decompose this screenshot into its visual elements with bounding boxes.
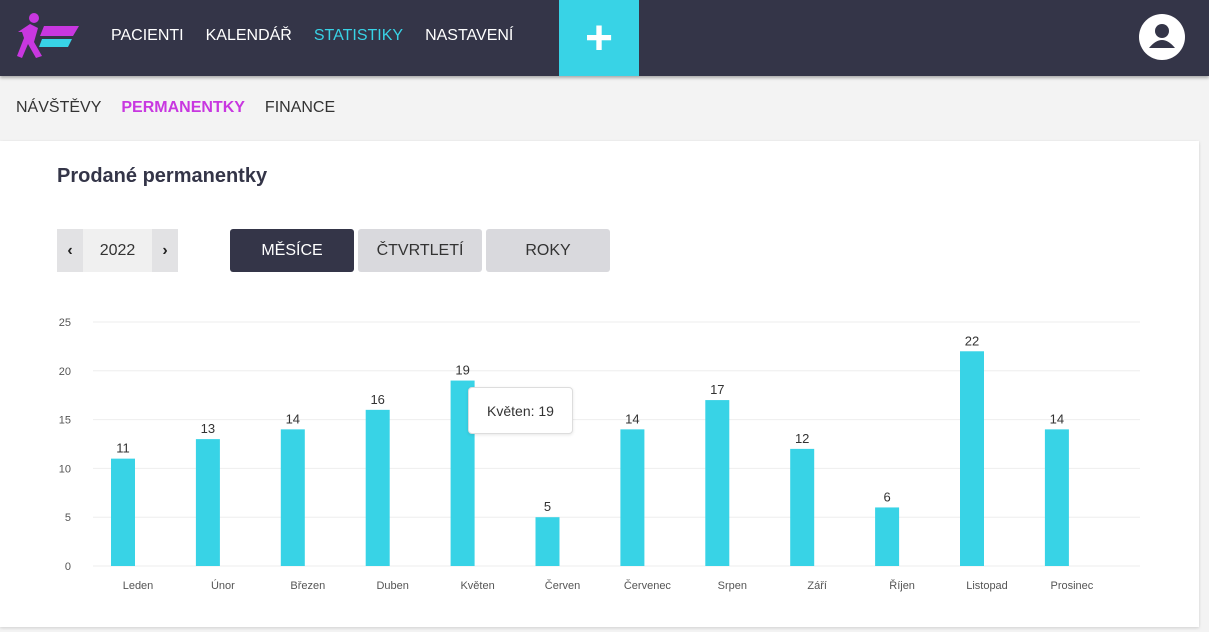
subnav-finance[interactable]: FINANCE [264,99,336,116]
bar [195,439,220,566]
data-label: 5 [544,499,551,514]
x-tick-label: Květen [460,580,494,592]
user-avatar[interactable] [1139,14,1185,60]
y-tick-label: 5 [65,512,71,524]
main-nav: PACIENTI KALENDÁŘ STATISTIKY NASTAVENÍ [111,27,513,45]
data-label: 17 [710,382,724,397]
y-tick-label: 0 [65,561,71,573]
x-tick-label: Červenec [624,579,672,592]
add-button[interactable]: + [559,0,639,76]
page-title: Prodané permanentky [57,165,268,187]
bar [535,517,560,566]
y-tick-label: 20 [59,366,71,378]
data-label: 12 [795,431,809,446]
x-tick-label: Listopad [966,580,1008,592]
nav-nastaveni[interactable]: NASTAVENÍ [425,27,514,44]
bar [790,448,815,566]
bar [705,400,730,566]
y-tick-label: 10 [59,463,71,475]
subnav-permanentky[interactable]: PERMANENTKY [121,99,245,116]
tab-mesice[interactable]: MĚSÍCE [230,229,354,272]
period-tabs: MĚSÍCE ČTVRTLETÍ ROKY [230,229,610,272]
y-tick-label: 15 [59,415,71,427]
bar [875,507,900,566]
data-label: 14 [625,411,639,426]
chevron-right-icon[interactable]: › [152,229,178,272]
bar [111,458,135,566]
chart-tooltip: Květen: 19 [468,387,573,434]
tab-roky[interactable]: ROKY [486,229,610,272]
bar [620,429,645,566]
bar [960,351,984,566]
sub-nav: NÁVŠTĚVY PERMANENTKY FINANCE [16,99,335,117]
fyzion-logo[interactable] [12,12,82,62]
year-value: 2022 [99,241,136,259]
data-label: 14 [286,411,300,426]
tab-ctvrtleti[interactable]: ČTVRTLETÍ [358,229,482,272]
x-tick-label: Srpen [718,580,747,592]
x-tick-label: Září [807,580,827,592]
bar-chart: 0 5 10 15 20 25 11 Leden 13 Únor 14 Březen 16 Duben 19… [59,317,1140,592]
data-label: 13 [201,421,215,436]
nav-pacienti[interactable]: PACIENTI [111,27,184,44]
data-label: 16 [370,392,384,407]
chevron-left-icon[interactable]: ‹ [57,229,83,272]
x-tick-label: Březen [290,580,325,592]
data-label: 11 [116,441,130,456]
bar [1044,429,1069,566]
subnav-navstevy[interactable]: NÁVŠTĚVY [16,99,102,116]
x-tick-label: Leden [123,580,154,592]
x-tick-label: Říjen [889,579,915,592]
top-bar: PACIENTI KALENDÁŘ STATISTIKY NASTAVENÍ + [0,0,1209,76]
bar [280,429,305,566]
x-tick-label: Červen [545,579,580,592]
data-label: 14 [1050,411,1064,426]
bar [365,409,390,566]
user-icon [1149,24,1175,48]
x-tick-label: Únor [211,579,235,592]
nav-kalendar[interactable]: KALENDÁŘ [205,27,292,44]
year-selector: ‹ 2022 › [57,229,178,272]
data-label: 22 [965,333,979,348]
nav-statistiky[interactable]: STATISTIKY [313,27,404,44]
data-label: 19 [455,363,469,378]
x-tick-label: Prosinec [1051,580,1094,592]
x-tick-label: Duben [376,580,408,592]
data-label: 6 [883,489,890,504]
y-tick-label: 25 [59,317,71,329]
